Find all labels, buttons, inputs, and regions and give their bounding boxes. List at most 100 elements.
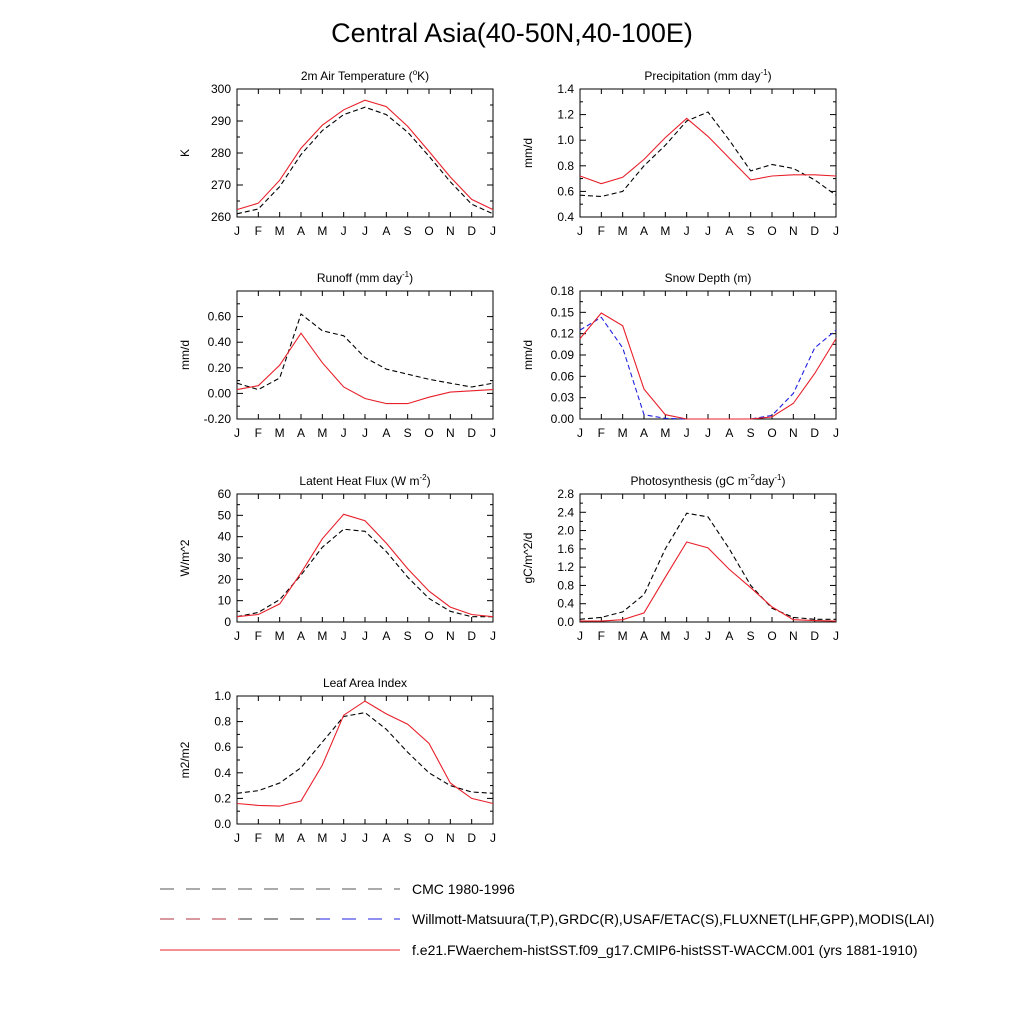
x-tick-label: O — [424, 224, 433, 238]
x-tick-label: M — [660, 629, 670, 643]
chart-panel-2: J F M A M J J A S O N D J-0.200.000.200.400.60Runoff… — [178, 270, 496, 440]
series-line-obs — [236, 106, 494, 215]
x-tick-label: J — [490, 224, 496, 238]
x-tick-label: O — [424, 629, 433, 643]
y-tick-label: 0.00 — [551, 412, 575, 426]
y-tick-label: 0.03 — [551, 391, 575, 405]
y-tick-label: 1.0 — [557, 133, 574, 147]
x-tick-label: M — [317, 831, 327, 845]
y-tick-label: 0.60 — [208, 310, 232, 324]
x-tick-label: M — [275, 629, 285, 643]
x-tick-label: D — [810, 426, 819, 440]
x-tick-label: F — [598, 224, 605, 238]
y-tick-label: 0.8 — [557, 578, 574, 592]
x-tick-label: J — [490, 426, 496, 440]
y-tick-label: 0.6 — [557, 184, 574, 198]
x-tick-label: O — [767, 224, 776, 238]
y-tick-label: 0.12 — [551, 327, 575, 341]
x-tick-label: M — [660, 426, 670, 440]
x-tick-label: S — [747, 629, 755, 643]
plot-frame — [579, 88, 837, 218]
x-tick-label: N — [446, 426, 455, 440]
legend-line-model — [160, 949, 400, 951]
y-tick-label: 1.0 — [214, 689, 231, 703]
y-tick-label: 280 — [211, 146, 231, 160]
x-tick-label: F — [598, 426, 605, 440]
chart-panel-3: J F M A M J J A S O N D J0.000.030.060.090.120.150.1… — [521, 271, 839, 440]
y-tick-label: 0.06 — [551, 369, 575, 383]
y-tick-label: 260 — [211, 210, 231, 224]
x-tick-label: J — [362, 426, 368, 440]
series-line-obs — [236, 712, 494, 794]
x-tick-label: F — [598, 629, 605, 643]
y-tick-label: 0 — [224, 615, 231, 629]
y-tick-label: 0.4 — [214, 766, 231, 780]
legend-line-cmc — [160, 888, 400, 890]
y-axis-label: gC/m^2/d — [521, 533, 535, 584]
y-tick-label: 1.4 — [557, 82, 574, 96]
plot-frame — [579, 290, 837, 420]
y-axis-label: W/m^2 — [178, 539, 192, 576]
y-tick-label: 20 — [218, 572, 232, 586]
y-axis-label: K — [178, 149, 192, 157]
x-tick-label: M — [275, 426, 285, 440]
x-tick-label: J — [577, 629, 583, 643]
chart-title: Leaf Area Index — [323, 676, 407, 690]
y-tick-label: 2.4 — [557, 505, 574, 519]
y-tick-label: 0.4 — [557, 210, 574, 224]
x-tick-label: M — [317, 629, 327, 643]
plot-frame — [236, 88, 494, 218]
x-tick-label: M — [618, 224, 628, 238]
x-tick-label: F — [255, 629, 262, 643]
chart-title: Latent Heat Flux (W m-2​) — [299, 473, 430, 488]
figure-title: Central Asia(40-50N,40-100E) — [331, 18, 693, 48]
series-line-obs — [236, 528, 493, 618]
y-tick-label: 0.8 — [557, 159, 574, 173]
x-tick-label: A — [725, 224, 733, 238]
y-tick-label: 290 — [211, 114, 231, 128]
x-tick-label: M — [275, 831, 285, 845]
y-tick-label: 0.4 — [557, 597, 574, 611]
x-tick-label: N — [789, 426, 798, 440]
y-tick-label: 0.00 — [208, 386, 232, 400]
x-tick-label: D — [467, 426, 476, 440]
series-line-obs — [579, 512, 836, 620]
plot-frame — [236, 290, 494, 420]
x-tick-label: D — [810, 224, 819, 238]
y-tick-label: 40 — [218, 530, 232, 544]
x-tick-label: M — [317, 224, 327, 238]
x-tick-label: J — [362, 224, 368, 238]
series-line-obs2 — [579, 316, 837, 420]
y-tick-label: 0.0 — [214, 817, 231, 831]
x-tick-label: N — [446, 629, 455, 643]
y-tick-label: 300 — [211, 82, 231, 96]
y-axis-label: m2/m2 — [178, 741, 192, 778]
y-tick-label: 30 — [218, 551, 232, 565]
x-tick-label: J — [577, 426, 583, 440]
y-tick-label: 0.18 — [551, 284, 575, 298]
legend-entry-model: f.e21.FWaerchem-histSST.f09_g17.CMIP6-hi… — [0, 941, 1024, 963]
x-tick-label: S — [747, 426, 755, 440]
x-tick-label: O — [424, 426, 433, 440]
y-tick-label: -0.20 — [204, 412, 232, 426]
x-tick-label: O — [424, 831, 433, 845]
chart-title: Runoff (mm day-1​) — [317, 270, 413, 285]
x-tick-label: J — [684, 426, 690, 440]
y-tick-label: 0.8 — [214, 715, 231, 729]
x-tick-label: N — [446, 224, 455, 238]
x-tick-label: N — [789, 629, 798, 643]
x-tick-label: J — [234, 629, 240, 643]
y-tick-label: 1.2 — [557, 560, 574, 574]
series-line-model — [236, 513, 494, 618]
x-tick-label: J — [490, 629, 496, 643]
y-axis-label: mm/d — [521, 340, 535, 370]
x-tick-label: A — [725, 426, 733, 440]
y-tick-label: 1.6 — [557, 542, 574, 556]
x-tick-label: F — [255, 426, 262, 440]
x-tick-label: A — [297, 629, 305, 643]
legend-label-model: f.e21.FWaerchem-histSST.f09_g17.CMIP6-hi… — [412, 942, 918, 958]
chart-title: Photosynthesis (gC m-2​day-1​) — [631, 473, 786, 488]
y-tick-label: 10 — [218, 594, 232, 608]
